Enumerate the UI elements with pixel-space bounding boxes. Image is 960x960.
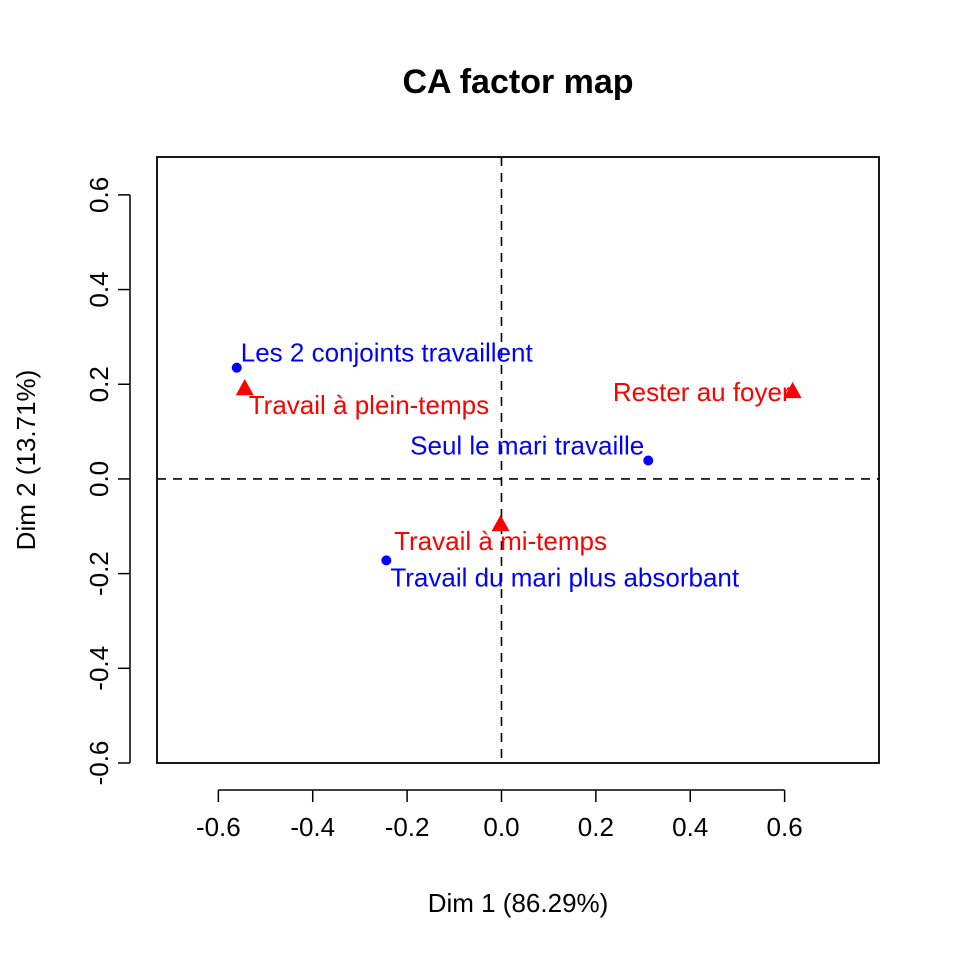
- y-tick-label: -0.4: [84, 646, 114, 691]
- y-axis: -0.6 -0.4 -0.2 0.0 0.2 0.4 0.6: [84, 177, 131, 786]
- x-tick-label: 0.0: [483, 812, 519, 842]
- y-tick-label: 0.6: [84, 177, 114, 213]
- x-tick-label: -0.6: [196, 812, 241, 842]
- x-axis-label: Dim 1 (86.29%): [428, 888, 609, 918]
- y-tick-label: -0.2: [84, 551, 114, 596]
- x-tick-label: 0.2: [578, 812, 614, 842]
- point-marker-circle: [231, 362, 242, 373]
- x-tick-label: -0.4: [290, 812, 335, 842]
- point-label: Rester au foyer: [613, 377, 791, 407]
- y-tick-label: 0.4: [84, 271, 114, 307]
- y-tick-label: 0.2: [84, 366, 114, 402]
- x-tick-label: 0.6: [767, 812, 803, 842]
- point-label: Les 2 conjoints travaillent: [241, 338, 534, 368]
- x-tick-label: 0.4: [672, 812, 708, 842]
- point-label: Seul le mari travaille: [410, 430, 644, 460]
- y-axis-label: Dim 2 (13.71%): [11, 370, 41, 551]
- point-marker-triangle: [235, 379, 254, 396]
- point-label: Travail du mari plus absorbant: [390, 562, 740, 592]
- x-tick-label: -0.2: [385, 812, 430, 842]
- reference-lines: [157, 157, 879, 763]
- chart-title: CA factor map: [402, 63, 633, 101]
- y-tick-label: 0.0: [84, 461, 114, 497]
- point-marker-circle: [643, 455, 654, 466]
- point-marker-triangle: [491, 514, 510, 532]
- point-marker-circle: [381, 555, 392, 566]
- point-label: Travail à mi-temps: [394, 526, 607, 556]
- data-points: Les 2 conjoints travaillent Seul le mari …: [231, 338, 802, 592]
- point-marker-triangle: [783, 381, 802, 399]
- y-tick-label: -0.6: [84, 741, 114, 786]
- x-axis: -0.6 -0.4 -0.2 0.0 0.2 0.4 0.6: [196, 789, 803, 842]
- plot-frame: [156, 156, 880, 764]
- point-label: Travail à plein-temps: [249, 390, 489, 420]
